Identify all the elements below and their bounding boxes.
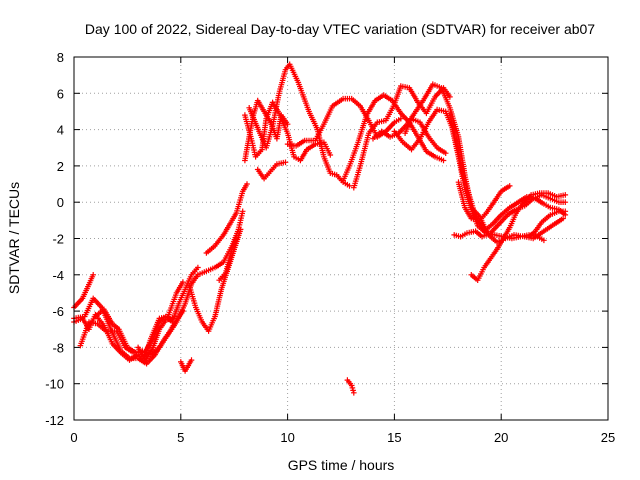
plus-markers (340, 92, 447, 184)
plot-area (71, 61, 569, 396)
x-tick-label: 20 (494, 430, 508, 445)
plus-markers (351, 83, 453, 191)
y-tick-label: -10 (45, 377, 64, 392)
axis-ticks: 0 5 10 15 20 25 -12 -10 -8 -6 -4 -2 0 2 4 6 8 (45, 50, 615, 445)
y-tick-label: -6 (52, 304, 64, 319)
series-trace-22 (455, 179, 513, 224)
series-trace-9 (216, 235, 240, 283)
plus-markers (455, 179, 513, 224)
plus-markers (135, 279, 186, 362)
plus-markers (451, 192, 569, 240)
series-trace-25 (526, 208, 569, 240)
series-line (79, 211, 244, 356)
y-tick-label: 2 (57, 159, 64, 174)
plus-markers (370, 81, 566, 245)
y-tick-label: -2 (52, 232, 64, 247)
series-line (372, 83, 564, 243)
series-trace-10 (203, 181, 250, 256)
plus-markers (468, 190, 569, 283)
plus-markers (344, 377, 357, 396)
series-trace-26 (344, 377, 357, 396)
y-axis-label: SDTVAR / TECUs (6, 182, 22, 294)
y-tick-label: 6 (57, 86, 64, 101)
plus-markers (402, 115, 449, 156)
x-tick-label: 25 (601, 430, 615, 445)
plus-markers (526, 208, 569, 240)
y-tick-label: -12 (45, 413, 64, 428)
plus-markers (246, 61, 353, 189)
grid (74, 57, 608, 420)
series-trace-6 (135, 279, 186, 362)
y-tick-label: 8 (57, 50, 64, 65)
series-trace-13 (246, 61, 353, 189)
y-tick-label: -8 (52, 340, 64, 355)
series-line (393, 108, 545, 241)
plot-frame (73, 56, 609, 421)
plus-markers (178, 357, 195, 374)
series-trace-14 (254, 159, 289, 182)
x-tick-label: 0 (70, 430, 77, 445)
plus-markers (254, 159, 289, 182)
series-trace-16 (340, 92, 447, 184)
y-tick-label: -4 (52, 268, 64, 283)
plus-markers (242, 99, 334, 164)
series-trace-7 (178, 357, 195, 374)
series-trace-20 (402, 115, 449, 156)
plus-markers (447, 112, 569, 234)
plus-markers (216, 235, 240, 283)
plus-markers (77, 208, 246, 358)
y-tick-label: 4 (57, 123, 64, 138)
x-tick-label: 10 (280, 430, 294, 445)
series-trace-4 (77, 208, 246, 358)
y-tick-label: 0 (57, 195, 64, 210)
chart-title: Day 100 of 2022, Sidereal Day-to-day VTE… (85, 21, 595, 37)
series-trace-24 (468, 190, 569, 283)
series-trace-18 (370, 81, 566, 245)
series-trace-23 (451, 192, 569, 240)
x-axis-label: GPS time / hours (288, 457, 395, 473)
plus-markers (203, 181, 250, 256)
series-trace-12 (242, 99, 334, 164)
x-tick-label: 15 (387, 430, 401, 445)
x-tick-label: 5 (177, 430, 184, 445)
series-trace-17 (351, 83, 453, 191)
series-trace-21 (447, 112, 569, 234)
